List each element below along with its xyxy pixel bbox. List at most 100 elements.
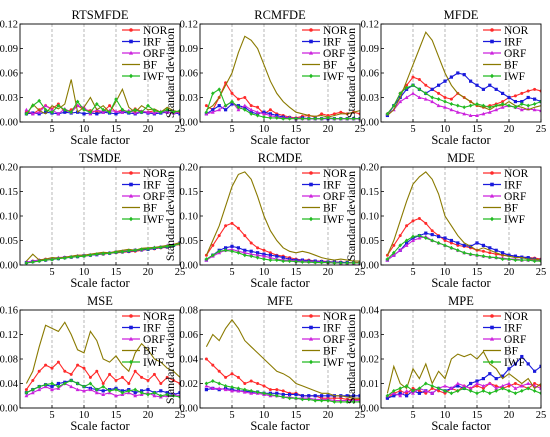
data-point-nor [501, 100, 505, 104]
y-tick-label: 0.05 [0, 236, 18, 247]
data-point-iwf [139, 110, 144, 115]
y-tick-label: 0.10 [180, 212, 198, 223]
data-point-iwf [424, 381, 428, 386]
data-point-nor [332, 396, 336, 400]
y-tick-label: 0.09 [361, 44, 379, 55]
x-tick-label: 20 [143, 124, 154, 135]
data-point-irf [430, 233, 434, 237]
legend-marker [129, 359, 133, 365]
data-point-irf [417, 391, 421, 395]
y-tick-label: 0.15 [0, 187, 18, 198]
data-point-orf [404, 388, 409, 393]
legend-marker [129, 325, 133, 330]
data-point-iwf [392, 250, 396, 255]
data-point-iwf [88, 253, 93, 258]
data-point-nor [204, 357, 208, 361]
data-point-iwf [223, 383, 228, 388]
data-point-irf [50, 384, 54, 389]
x-axis-title: Scale factor [250, 419, 310, 432]
data-point-irf [481, 377, 485, 381]
data-point-irf [488, 83, 492, 87]
data-point-orf [532, 107, 537, 112]
data-point-orf [468, 113, 473, 117]
data-point-iwf [249, 254, 253, 259]
data-point-irf [405, 241, 409, 245]
data-point-nor [165, 375, 169, 379]
legend-marker [309, 359, 313, 365]
data-point-orf [411, 391, 415, 395]
data-point-nor [256, 246, 260, 250]
data-point-irf [405, 394, 409, 398]
data-point-orf [423, 388, 428, 393]
data-point-nor [437, 389, 441, 393]
data-point-iwf [351, 399, 356, 404]
subplot-title: MPE [448, 294, 474, 308]
data-point-orf [500, 383, 505, 388]
data-point-orf [249, 252, 254, 256]
data-point-iwf [31, 260, 35, 265]
data-point-iwf [456, 388, 460, 393]
data-point-iwf [255, 390, 260, 395]
data-point-iwf [481, 388, 486, 393]
data-point-irf [281, 392, 285, 397]
data-point-nor [217, 234, 221, 238]
data-point-nor [50, 366, 54, 370]
x-tick-label: 15 [111, 124, 122, 135]
y-tick-label: 0.03 [361, 93, 379, 104]
data-point-iwf [95, 387, 99, 392]
data-point-irf [449, 75, 453, 79]
data-point-iwf [532, 259, 537, 264]
data-point-iwf [43, 258, 48, 263]
data-point-iwf [37, 259, 41, 264]
y-tick-label: 0.15 [361, 187, 379, 198]
data-point-nor [69, 372, 73, 376]
data-point-orf [462, 111, 467, 116]
data-point-iwf [319, 260, 324, 265]
data-point-orf [398, 248, 403, 252]
data-point-nor [120, 375, 124, 379]
subplot-mde: 0.00 0.05 0.10 0.15 0.20 5 10 15 20 25 MDE Scale fa… [344, 151, 546, 290]
data-point-iwf [114, 387, 118, 392]
legend-marker [490, 314, 494, 318]
data-point-nor [88, 375, 92, 379]
legend-label-orf: ORF [143, 48, 165, 60]
data-point-iwf [171, 110, 176, 115]
data-point-orf [262, 111, 266, 116]
legend-label-orf: ORF [323, 334, 345, 346]
data-point-nor [398, 234, 402, 238]
data-point-irf [513, 362, 517, 366]
data-point-irf [392, 394, 396, 398]
data-point-iwf [211, 379, 215, 384]
data-point-irf [288, 392, 292, 397]
data-point-iwf [404, 85, 409, 90]
subplot-title: MFDE [444, 8, 479, 22]
data-point-nor [417, 78, 421, 82]
data-point-orf [391, 391, 396, 395]
data-point-irf [488, 246, 492, 250]
data-point-iwf [307, 260, 311, 265]
data-point-irf [539, 364, 541, 368]
data-point-iwf [507, 388, 511, 393]
data-point-iwf [507, 103, 511, 108]
y-tick-label: 0.04 [0, 379, 19, 390]
data-point-irf [204, 388, 208, 392]
legend-label-irf: IRF [323, 180, 341, 192]
legend-label-irf: IRF [143, 37, 161, 49]
data-point-irf [313, 394, 317, 398]
data-point-orf [152, 393, 157, 398]
data-point-orf [217, 386, 222, 390]
data-point-orf [217, 107, 222, 112]
legend-marker [489, 50, 495, 55]
legend-label-irf: IRF [504, 37, 522, 49]
x-tick-label: 25 [536, 267, 547, 278]
data-point-irf [133, 391, 137, 395]
data-point-iwf [385, 257, 390, 262]
legend-marker [309, 171, 313, 175]
data-point-iwf [56, 384, 61, 389]
data-point-orf [417, 95, 422, 99]
data-point-nor [513, 94, 517, 98]
data-point-iwf [332, 116, 337, 121]
y-tick-label: 0.06 [180, 330, 198, 341]
subplot-mfe: 0.00 0.02 0.04 0.06 0.08 5 10 15 20 25 MFE Scale fa… [163, 294, 365, 433]
